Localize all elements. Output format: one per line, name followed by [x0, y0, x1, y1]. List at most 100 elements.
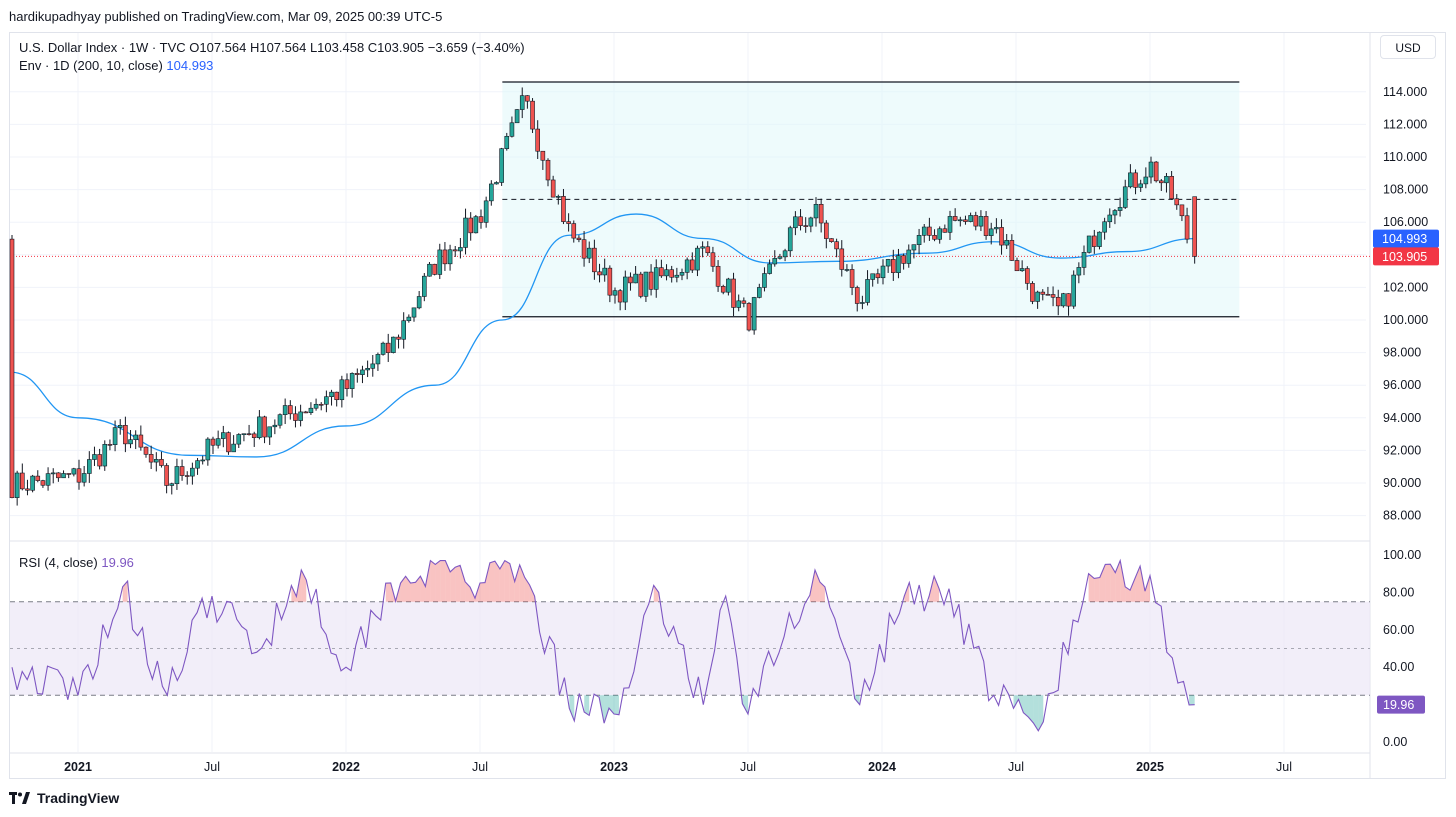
candle[interactable]: [1148, 156, 1154, 184]
candle[interactable]: [298, 404, 303, 427]
candle[interactable]: [123, 416, 128, 453]
candle[interactable]: [107, 439, 113, 451]
candle[interactable]: [762, 267, 767, 292]
candle[interactable]: [272, 419, 278, 435]
candle[interactable]: [535, 120, 540, 160]
candle[interactable]: [463, 208, 468, 255]
candle[interactable]: [550, 175, 556, 198]
candle[interactable]: [653, 259, 659, 298]
candle[interactable]: [143, 446, 149, 458]
candle[interactable]: [391, 336, 396, 354]
candle[interactable]: [612, 287, 618, 304]
candle[interactable]: [983, 211, 989, 240]
candle[interactable]: [514, 109, 520, 124]
candle[interactable]: [61, 470, 66, 479]
candle[interactable]: [308, 402, 314, 415]
candle[interactable]: [793, 211, 798, 236]
candle[interactable]: [318, 402, 324, 411]
candle[interactable]: [633, 266, 638, 284]
candle[interactable]: [277, 413, 283, 429]
candle[interactable]: [262, 415, 267, 444]
candle[interactable]: [556, 194, 561, 205]
candle[interactable]: [288, 400, 293, 420]
candle[interactable]: [1086, 235, 1092, 254]
candle[interactable]: [1097, 231, 1102, 250]
candle[interactable]: [20, 463, 25, 491]
candle[interactable]: [736, 294, 741, 312]
candle[interactable]: [437, 243, 443, 280]
candle[interactable]: [71, 467, 77, 477]
candle[interactable]: [411, 307, 417, 322]
candle[interactable]: [561, 188, 566, 225]
candle[interactable]: [690, 252, 695, 273]
candle[interactable]: [215, 430, 221, 449]
candle[interactable]: [494, 181, 499, 185]
candle[interactable]: [597, 263, 602, 283]
candle[interactable]: [813, 197, 819, 227]
candle[interactable]: [839, 240, 845, 277]
candle[interactable]: [45, 467, 51, 491]
candle[interactable]: [1004, 234, 1009, 250]
candle[interactable]: [76, 459, 82, 490]
candle[interactable]: [251, 431, 257, 447]
candle[interactable]: [638, 271, 644, 299]
candle[interactable]: [360, 365, 365, 384]
symbol-legend[interactable]: U.S. Dollar Index · 1W · TVC O107.564 H1…: [19, 40, 525, 55]
candle[interactable]: [973, 211, 979, 231]
candle[interactable]: [210, 436, 216, 455]
candle[interactable]: [824, 220, 829, 249]
price-pane[interactable]: [9, 81, 1370, 506]
candle[interactable]: [1159, 179, 1164, 191]
candle[interactable]: [715, 260, 721, 292]
candle[interactable]: [731, 272, 736, 317]
candle[interactable]: [349, 372, 355, 398]
candle[interactable]: [906, 244, 912, 268]
candle[interactable]: [1061, 292, 1066, 308]
rsi-pane[interactable]: [10, 558, 1370, 732]
candle[interactable]: [854, 285, 860, 312]
candle[interactable]: [777, 253, 783, 260]
candle[interactable]: [385, 333, 391, 362]
candle[interactable]: [499, 147, 504, 186]
candle[interactable]: [684, 257, 690, 280]
candle[interactable]: [875, 268, 881, 284]
candle[interactable]: [1035, 290, 1040, 309]
candle[interactable]: [1045, 286, 1051, 296]
candle[interactable]: [164, 463, 169, 494]
rsi-line[interactable]: [11, 558, 1195, 732]
envelope-ma-line[interactable]: [9, 213, 1195, 458]
candle[interactable]: [891, 249, 896, 281]
candle[interactable]: [184, 471, 190, 485]
candle[interactable]: [329, 389, 334, 406]
candle[interactable]: [581, 231, 587, 267]
candle[interactable]: [617, 289, 623, 311]
candle[interactable]: [937, 226, 942, 244]
candle[interactable]: [344, 373, 350, 397]
candle[interactable]: [1081, 245, 1087, 276]
candle[interactable]: [772, 250, 778, 267]
candle[interactable]: [648, 264, 654, 296]
candle[interactable]: [9, 235, 15, 499]
candle[interactable]: [56, 472, 61, 482]
candle[interactable]: [293, 406, 298, 428]
candle[interactable]: [50, 468, 56, 484]
candle[interactable]: [1066, 293, 1071, 316]
candle[interactable]: [525, 95, 530, 109]
candle[interactable]: [313, 398, 319, 411]
candle[interactable]: [860, 295, 865, 310]
candle[interactable]: [447, 244, 453, 271]
candle[interactable]: [932, 229, 937, 242]
candle[interactable]: [380, 341, 386, 356]
candle[interactable]: [478, 209, 484, 229]
candle[interactable]: [999, 219, 1004, 255]
candle[interactable]: [927, 217, 932, 241]
candle[interactable]: [267, 426, 272, 445]
candle[interactable]: [695, 245, 700, 277]
tradingview-logo[interactable]: TradingView: [9, 790, 119, 806]
candle[interactable]: [66, 473, 71, 479]
candle[interactable]: [221, 425, 226, 448]
candle[interactable]: [870, 273, 875, 287]
candle[interactable]: [1138, 179, 1143, 192]
candle[interactable]: [128, 430, 133, 449]
